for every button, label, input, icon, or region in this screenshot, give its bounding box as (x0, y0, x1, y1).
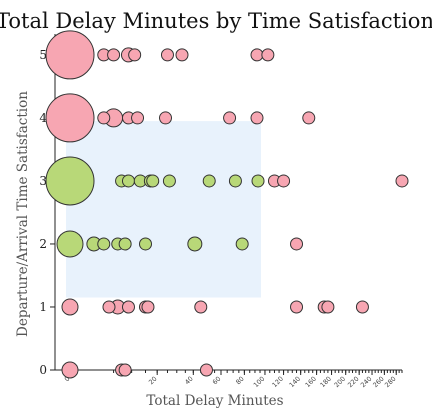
data-point[interactable] (355, 300, 369, 314)
data-point[interactable] (290, 237, 304, 251)
data-point[interactable] (61, 298, 79, 316)
data-point[interactable] (141, 300, 155, 314)
data-point[interactable] (45, 93, 95, 143)
y-axis-label: Departure/Arrival Time Satisfaction (15, 91, 31, 337)
data-point[interactable] (102, 300, 116, 314)
data-point[interactable] (199, 363, 213, 377)
y-tick-label: 5 (39, 48, 47, 62)
y-tick-label: 1 (39, 300, 47, 314)
x-tick-label: 280 (383, 375, 397, 389)
x-tick-label: 20 (147, 375, 159, 387)
data-point[interactable] (118, 237, 132, 251)
data-point[interactable] (146, 174, 160, 188)
y-tick-label: 4 (39, 111, 47, 125)
x-tick-label: 60 (211, 375, 223, 387)
data-point[interactable] (250, 111, 264, 125)
data-point[interactable] (97, 237, 111, 251)
x-tick-label: 100 (252, 375, 266, 389)
data-point[interactable] (107, 48, 121, 62)
x-tick-label: 240 (359, 375, 373, 389)
data-point[interactable] (228, 174, 242, 188)
data-point[interactable] (45, 30, 95, 80)
x-tick-label: 0 (63, 375, 72, 384)
bubbles (45, 30, 409, 379)
data-point[interactable] (45, 156, 95, 206)
x-tick-label: 40 (183, 375, 195, 387)
x-tick-label: 160 (304, 375, 318, 389)
data-point[interactable] (302, 111, 316, 125)
data-point[interactable] (56, 230, 84, 258)
y-axis: 0 1 2 3 4 5 (39, 34, 56, 377)
data-point[interactable] (162, 174, 176, 188)
x-tick-label: 120 (271, 375, 285, 389)
data-point[interactable] (97, 111, 111, 125)
data-point[interactable] (321, 300, 335, 314)
x-tick-label: 200 (333, 375, 347, 389)
x-tick-label: 80 (234, 375, 246, 387)
data-point[interactable] (128, 48, 142, 62)
data-point[interactable] (261, 48, 275, 62)
x-tick-label: 220 (346, 375, 360, 389)
y-tick-label: 3 (39, 174, 47, 188)
data-point[interactable] (250, 48, 264, 62)
data-point[interactable] (187, 236, 203, 252)
data-point[interactable] (131, 111, 145, 125)
data-point[interactable] (223, 111, 237, 125)
x-tick-label: 140 (288, 375, 302, 389)
data-point[interactable] (202, 174, 216, 188)
data-point[interactable] (61, 361, 79, 379)
data-point[interactable] (159, 111, 173, 125)
data-point[interactable] (121, 174, 135, 188)
data-point[interactable] (235, 237, 249, 251)
x-axis-label: Total Delay Minutes (146, 393, 283, 409)
data-point[interactable] (251, 174, 265, 188)
data-point[interactable] (290, 300, 304, 314)
data-point[interactable] (121, 300, 135, 314)
selection-region[interactable] (66, 121, 262, 298)
chart-title: Total Delay Minutes by Time Satisfaction (0, 9, 432, 33)
data-point[interactable] (395, 174, 409, 188)
data-point[interactable] (160, 48, 174, 62)
y-tick-label: 2 (39, 237, 47, 251)
data-point[interactable] (139, 237, 153, 251)
data-point[interactable] (175, 48, 189, 62)
x-tick-label: 180 (319, 375, 333, 389)
y-tick-label: 0 (39, 363, 47, 377)
data-point[interactable] (194, 300, 208, 314)
data-point[interactable] (277, 174, 291, 188)
data-point[interactable] (118, 363, 132, 377)
